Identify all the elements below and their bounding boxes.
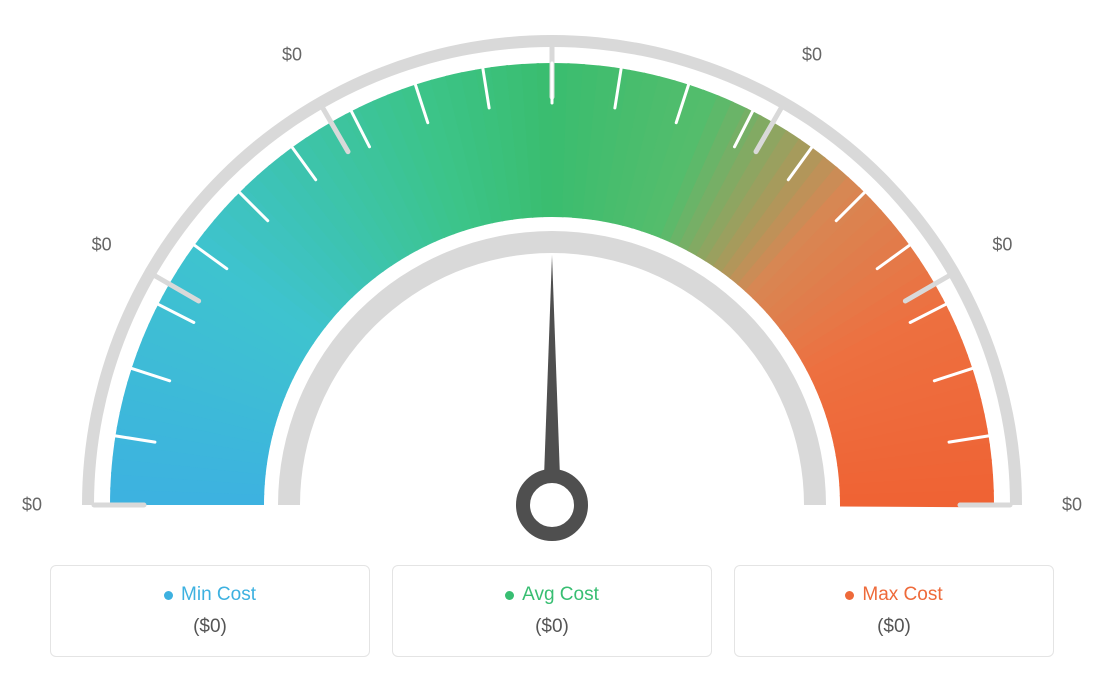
legend-row: Min Cost ($0) Avg Cost ($0) Max Cost ($0…: [0, 565, 1104, 657]
gauge-svg: [0, 0, 1104, 560]
legend-max-value: ($0): [877, 616, 911, 638]
legend-max-label: Max Cost: [862, 584, 942, 606]
legend-avg-value: ($0): [535, 616, 569, 638]
gauge-tick-label: $0: [282, 44, 302, 65]
legend-avg-dot: [505, 591, 514, 600]
legend-card-avg: Avg Cost ($0): [392, 565, 712, 657]
legend-card-min: Min Cost ($0): [50, 565, 370, 657]
legend-max-dot: [845, 591, 854, 600]
gauge-tick-label: $0: [802, 44, 822, 65]
gauge-tick-label: $0: [92, 235, 112, 256]
legend-avg-top: Avg Cost: [505, 584, 599, 606]
legend-min-label: Min Cost: [181, 584, 256, 606]
gauge-tick-label: $0: [22, 495, 42, 516]
gauge-tick-label: $0: [1062, 495, 1082, 516]
legend-card-max: Max Cost ($0): [734, 565, 1054, 657]
legend-avg-label: Avg Cost: [522, 584, 599, 606]
legend-min-top: Min Cost: [164, 584, 256, 606]
legend-min-dot: [164, 591, 173, 600]
legend-min-value: ($0): [193, 616, 227, 638]
gauge-tick-label: $0: [992, 235, 1012, 256]
gauge-chart: $0$0$0$0$0$0$0: [0, 0, 1104, 540]
legend-max-top: Max Cost: [845, 584, 942, 606]
